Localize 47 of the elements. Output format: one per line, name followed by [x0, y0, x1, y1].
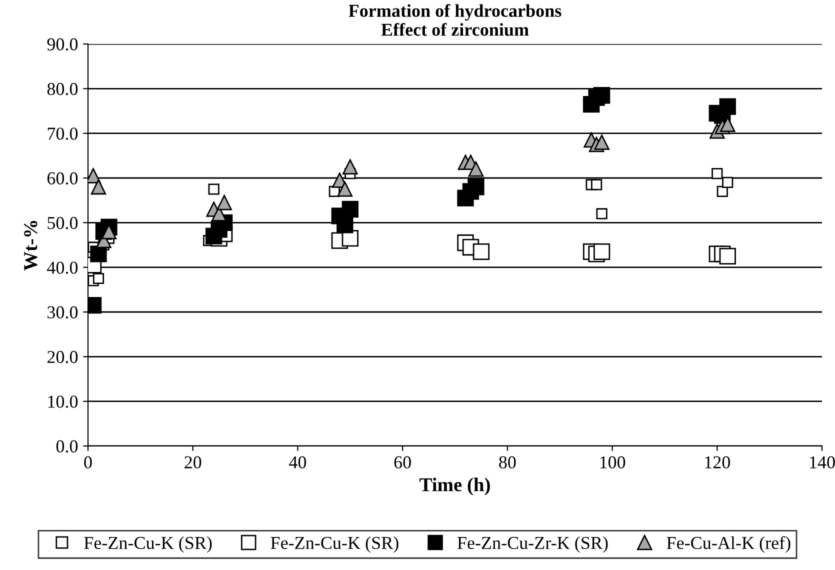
y-tick-label: 0.0 [56, 440, 78, 453]
chart-title: Formation of hydrocarbons Effect of zirconium [348, 4, 562, 36]
legend-label: Fe-Zn-Cu-K (SR) [270, 536, 398, 553]
point [712, 168, 723, 180]
legend-label: Fe-Zn-Cu-K (SR) [84, 536, 212, 553]
point [593, 243, 610, 260]
point [208, 184, 220, 195]
point [722, 176, 734, 188]
point [92, 272, 104, 284]
x-tick-label: 60 [394, 456, 411, 468]
point [596, 208, 608, 220]
y-tick-label: 60.0 [47, 172, 78, 185]
x-tick-label: 20 [184, 456, 202, 468]
point [719, 248, 736, 264]
y-axis-title: Wt-% [24, 220, 38, 271]
y-tick-label: 30.0 [48, 306, 78, 319]
y-tick-label: 20.0 [47, 350, 78, 364]
point [90, 246, 107, 262]
x-tick-label: 80 [499, 456, 516, 468]
y-tick-label: 70.0 [48, 128, 78, 140]
y-tick-label: 90.0 [47, 38, 78, 51]
y-tick-label: 50.0 [48, 216, 78, 230]
point [472, 243, 490, 260]
x-axis-title: Time (h) [420, 478, 490, 496]
x-tick-label: 0 [84, 456, 92, 468]
point [468, 161, 484, 177]
point [719, 98, 736, 115]
point [337, 182, 353, 197]
point [716, 186, 728, 197]
x-tick-label: 140 [810, 456, 835, 468]
point [593, 87, 610, 104]
x-tick-label: 120 [705, 456, 730, 468]
y-tick-label: 40.0 [47, 262, 78, 274]
point [342, 200, 358, 218]
y-tick-label: 80.0 [47, 82, 78, 96]
legend-label: Fe-Zn-Cu-Zr-K (SR) [457, 536, 608, 553]
legend-label: Fe-Cu-Al-K (ref) [666, 536, 790, 553]
point [90, 179, 106, 195]
point [468, 178, 484, 196]
point [594, 134, 610, 150]
point [342, 159, 358, 174]
x-tick-label: 40 [289, 456, 306, 468]
point [336, 216, 354, 234]
y-tick-label: 10.0 [48, 396, 78, 408]
x-tick-label: 100 [600, 456, 626, 468]
point [216, 194, 232, 210]
point [591, 179, 602, 190]
